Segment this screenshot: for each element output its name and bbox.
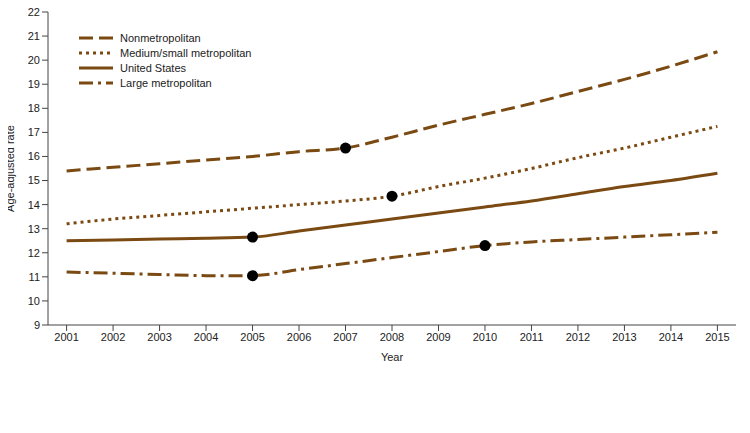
svg-text:17: 17 — [28, 126, 40, 138]
svg-text:10: 10 — [28, 295, 40, 307]
svg-text:11: 11 — [29, 271, 40, 283]
svg-text:18: 18 — [28, 102, 40, 114]
svg-text:22: 22 — [28, 8, 40, 18]
svg-text:21: 21 — [28, 30, 40, 42]
html-text:Large metropolitan: Large metropolitan — [120, 76, 212, 89]
svg-text:14: 14 — [28, 199, 40, 211]
svg-text:15: 15 — [28, 174, 40, 186]
svg-text:2014: 2014 — [659, 331, 683, 343]
svg-text:2002: 2002 — [101, 331, 125, 343]
html-text:United States: United States — [120, 61, 186, 74]
html-text:Nonmetropolitan: Nonmetropolitan — [120, 31, 201, 44]
svg-text:2011: 2011 — [520, 331, 544, 343]
svg-text:2010: 2010 — [473, 331, 497, 343]
svg-text:Year: Year — [381, 351, 404, 363]
svg-text:2004: 2004 — [194, 331, 218, 343]
svg-text:2006: 2006 — [287, 331, 311, 343]
svg-text:Age-adjusted rate: Age-adjusted rate — [8, 125, 16, 212]
svg-text:12: 12 — [28, 247, 40, 259]
svg-text:2012: 2012 — [566, 331, 590, 343]
svg-text:2007: 2007 — [333, 331, 357, 343]
svg-text:2013: 2013 — [612, 331, 636, 343]
svg-text:2005: 2005 — [240, 331, 264, 343]
svg-text:9: 9 — [34, 319, 40, 331]
svg-text:2008: 2008 — [380, 331, 404, 343]
svg-text:2015: 2015 — [705, 331, 729, 343]
svg-text:20: 20 — [28, 54, 40, 66]
html-text:Medium/small metropolitan: Medium/small metropolitan — [120, 46, 252, 59]
svg-text:2001: 2001 — [54, 331, 78, 343]
svg-text:19: 19 — [28, 78, 40, 90]
svg-text:13: 13 — [28, 223, 40, 235]
svg-text:2003: 2003 — [147, 331, 171, 343]
svg-text:16: 16 — [28, 150, 40, 162]
svg-text:2009: 2009 — [426, 331, 450, 343]
